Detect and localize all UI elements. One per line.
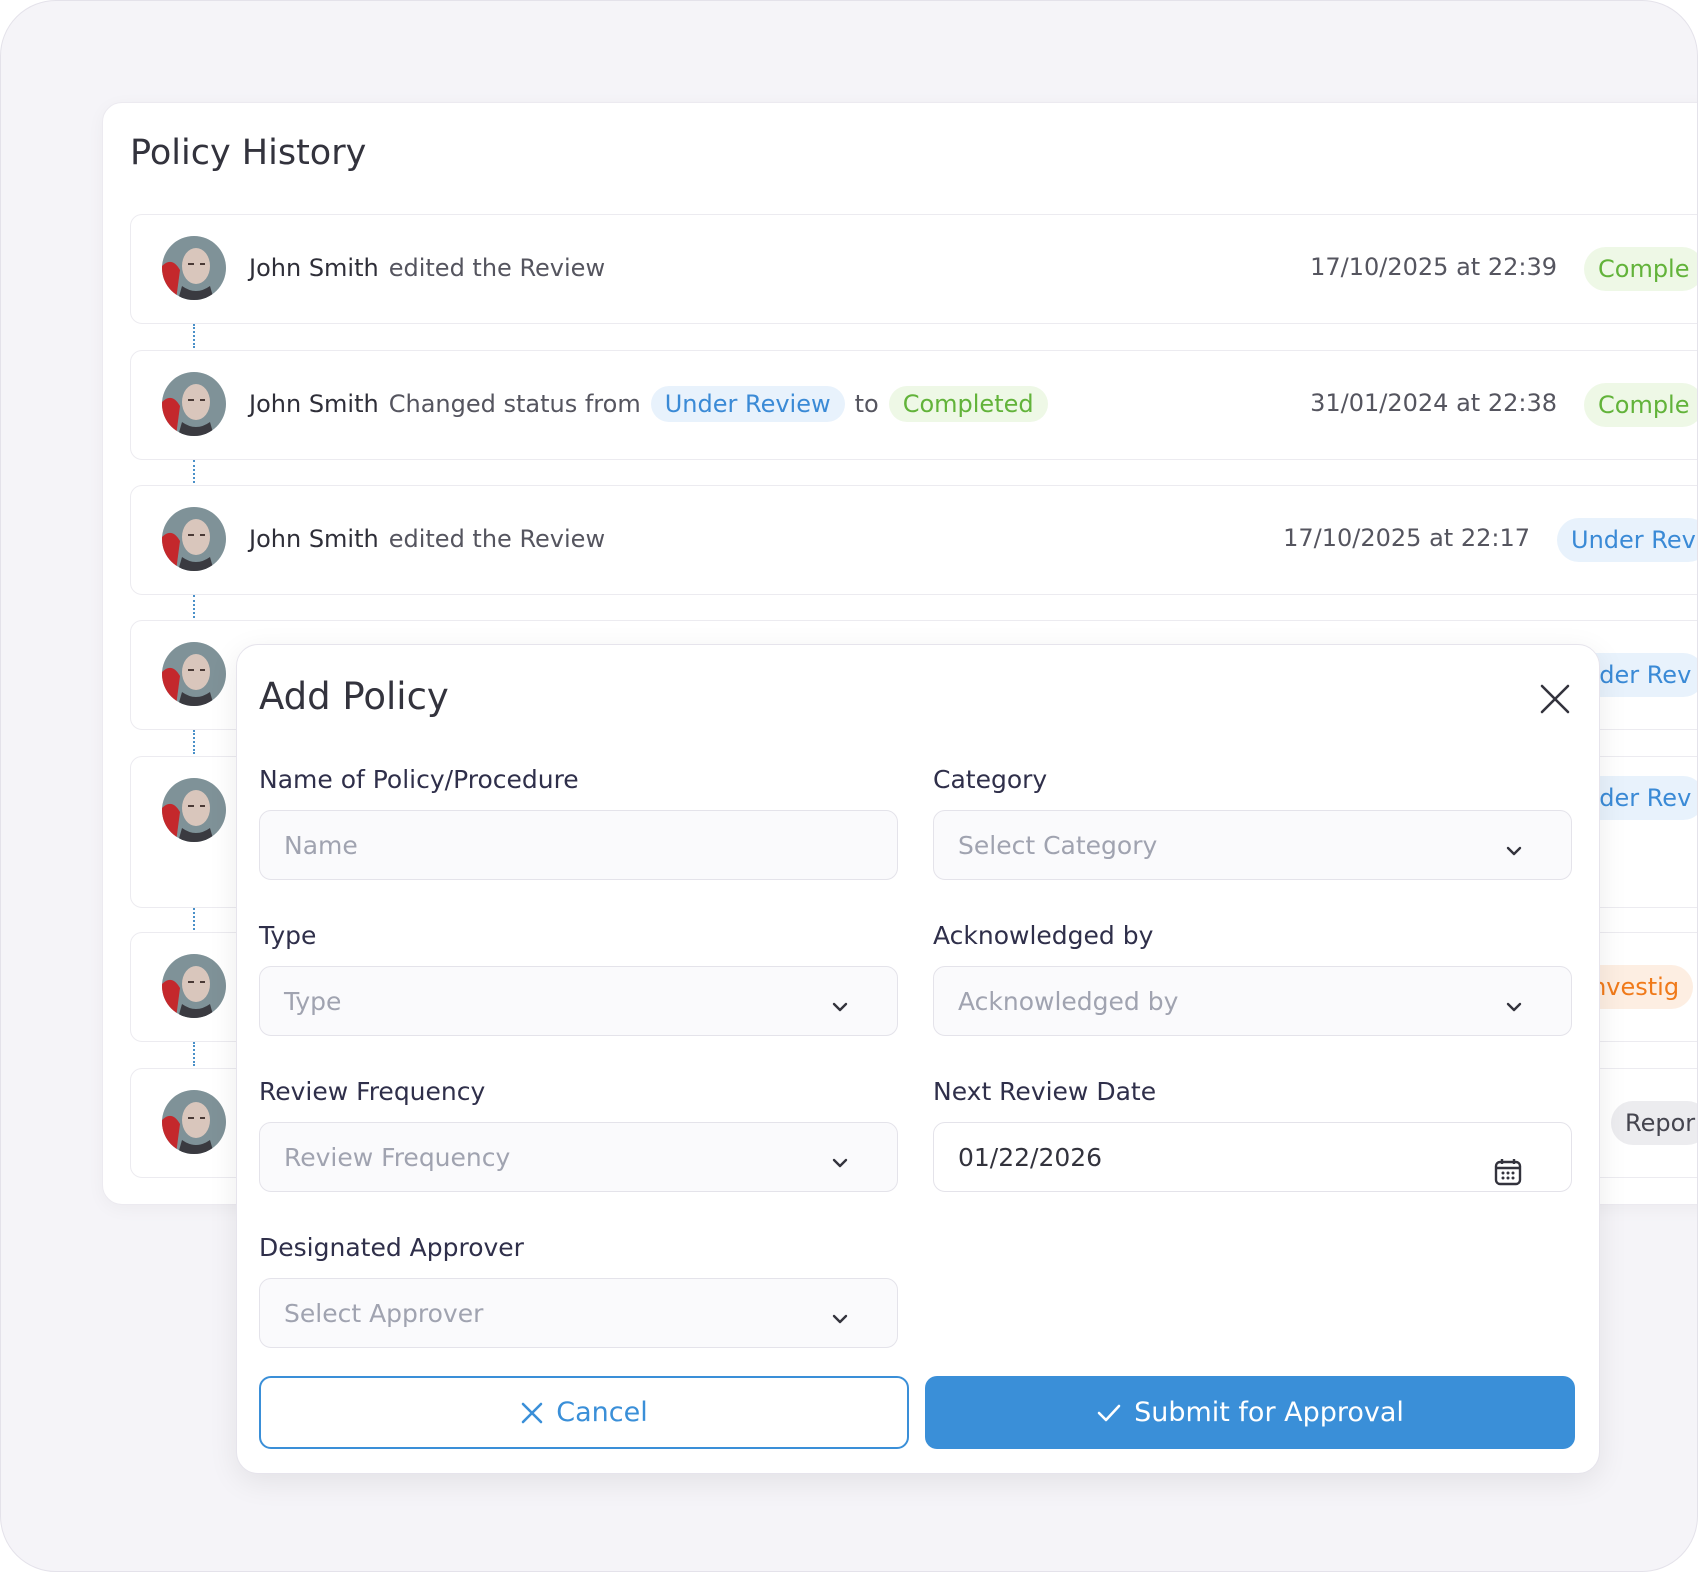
status-badge: Investig (1584, 965, 1694, 1009)
timeline-connector (193, 730, 195, 754)
row-date: 31/01/2024 at 22:38 (1310, 389, 1557, 417)
avatar (162, 954, 226, 1018)
row-date: 17/10/2025 at 22:39 (1310, 253, 1557, 281)
timeline-connector (193, 460, 195, 483)
status-badge: nder Rev (1584, 653, 1697, 697)
field-input[interactable]: Name (259, 810, 898, 880)
submit-button[interactable]: Submit for Approval (925, 1376, 1575, 1449)
user-name: John Smith (249, 525, 379, 553)
action-text: edited the Review (388, 525, 606, 553)
field-placeholder: Name (284, 830, 358, 860)
field-placeholder: Select Category (958, 830, 1158, 860)
check-icon (1097, 1404, 1121, 1421)
timeline-connector (193, 1042, 195, 1066)
status-badge: Comple (1584, 247, 1697, 291)
row-text: John Smith Changed status from Under Revie… (249, 386, 1048, 422)
avatar (162, 507, 226, 571)
cancel-icon (521, 1402, 543, 1423)
to-status: Completed (888, 386, 1048, 422)
field-placeholder: Select Approver (284, 1298, 484, 1328)
row-text: John Smith edited the Review (249, 250, 605, 286)
status-badge: Comple (1584, 383, 1697, 427)
from-status: Under Review (650, 386, 845, 422)
avatar (162, 1090, 226, 1154)
status-badge: nder Rev (1584, 776, 1697, 820)
row-text: John Smith edited the Review (249, 521, 605, 557)
user-name: John Smith (249, 254, 379, 282)
submit-label: Submit for Approval (1134, 1397, 1404, 1428)
field-label: Category (933, 765, 1048, 794)
avatar (162, 236, 226, 300)
field-placeholder: Acknowledged by (958, 986, 1179, 1016)
modal-title: Add Policy (259, 675, 449, 718)
field-input[interactable]: Review Frequency (259, 1122, 898, 1192)
history-row (130, 214, 1697, 324)
field-input[interactable]: Acknowledged by (933, 966, 1572, 1036)
field-label: Name of Policy/Procedure (259, 765, 579, 794)
field-input[interactable]: Type (259, 966, 898, 1036)
history-row (130, 485, 1697, 595)
timeline-connector (193, 324, 195, 348)
action-text: edited the Review (388, 254, 606, 282)
field-label: Acknowledged by (933, 921, 1154, 950)
field-placeholder: Review Frequency (284, 1142, 511, 1172)
row-date: 17/10/2025 at 22:17 (1283, 524, 1530, 552)
field-label: Designated Approver (259, 1233, 524, 1262)
cancel-button[interactable]: Cancel (259, 1376, 909, 1449)
cancel-label: Cancel (556, 1397, 648, 1428)
field-placeholder: Type (284, 986, 342, 1016)
action-text: Changed status from (388, 390, 641, 418)
avatar (162, 372, 226, 436)
field-input[interactable]: Select Approver (259, 1278, 898, 1348)
close-button[interactable] (1540, 684, 1570, 714)
field-input[interactable]: 01/22/2026 (933, 1122, 1572, 1192)
field-label: Next Review Date (933, 1077, 1157, 1106)
field-label: Type (259, 921, 317, 950)
field-label: Review Frequency (259, 1077, 486, 1106)
avatar (162, 642, 226, 706)
timeline-connector (193, 908, 195, 930)
user-name: John Smith (249, 390, 379, 418)
joiner-text: to (854, 390, 879, 418)
timeline-connector (193, 595, 195, 618)
history-title: Policy History (130, 133, 367, 173)
status-badge: Repor (1611, 1101, 1697, 1145)
status-badge: Under Rev (1557, 518, 1697, 562)
avatar (162, 778, 226, 842)
field-input[interactable]: Select Category (933, 810, 1572, 880)
field-value: 01/22/2026 (958, 1142, 1103, 1172)
